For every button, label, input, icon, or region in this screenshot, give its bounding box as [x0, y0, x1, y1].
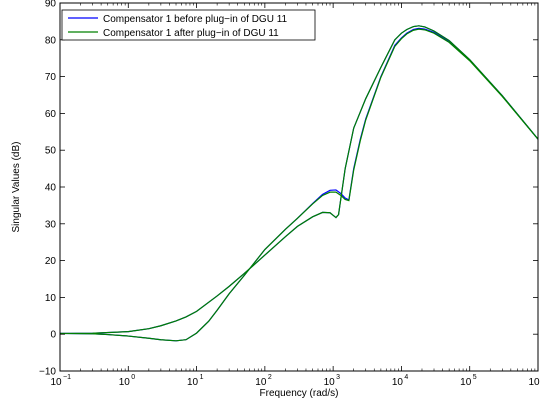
x-tick-label: 10: [528, 377, 540, 388]
legend-label-before: Compensator 1 before plug−in of DGU 11: [103, 14, 288, 25]
x-tick-exponent: 4: [404, 374, 408, 381]
x-tick-exponent: 5: [473, 374, 477, 381]
legend-label-after: Compensator 1 after plug−in of DGU 11: [103, 28, 279, 39]
x-tick-exponent: −1: [63, 374, 71, 381]
y-tick-label: 30: [45, 219, 57, 230]
x-axis-label: Frequency (rad/s): [260, 388, 339, 399]
y-tick-labels: −10 0 10 20 30 40 50 60 70 80 90: [39, 0, 56, 378]
x-tick-label: 10: [119, 377, 131, 388]
series-layer: [60, 25, 538, 342]
x-tick-label: 10: [460, 377, 472, 388]
plot-area: [60, 3, 538, 371]
x-tick-label: 10: [392, 377, 404, 388]
legend: Compensator 1 before plug−in of DGU 11 C…: [61, 9, 316, 41]
y-tick-label: 70: [45, 72, 57, 83]
x-tick-exponent: 1: [200, 374, 204, 381]
x-tick-label: 10: [50, 377, 62, 388]
y-axis-label: Singular Values (dB): [11, 142, 22, 233]
x-tick-label: 10: [255, 377, 267, 388]
legend-box: [61, 9, 316, 41]
x-tick-label: 10: [324, 377, 336, 388]
y-tick-label: 0: [50, 330, 56, 341]
x-tick-exponent: 3: [336, 374, 340, 381]
y-tick-label: 90: [45, 0, 57, 10]
y-tick-label: 10: [45, 293, 57, 304]
y-tick-label: −10: [39, 367, 56, 378]
x-tick-labels: 10−1100101102103104105106: [50, 374, 540, 388]
y-tick-label: 60: [45, 109, 57, 120]
x-tick-label: 10: [187, 377, 199, 388]
y-tick-label: 20: [45, 256, 57, 267]
y-tick-label: 80: [45, 35, 57, 46]
x-tick-exponent: 2: [268, 374, 272, 381]
y-tick-label: 50: [45, 146, 57, 157]
series-after-curve-1: [60, 28, 538, 342]
series-after-curve-2: [60, 25, 538, 335]
axes-box: [59, 2, 539, 372]
y-tick-label: 40: [45, 183, 57, 194]
x-tick-exponent: 0: [131, 374, 135, 381]
